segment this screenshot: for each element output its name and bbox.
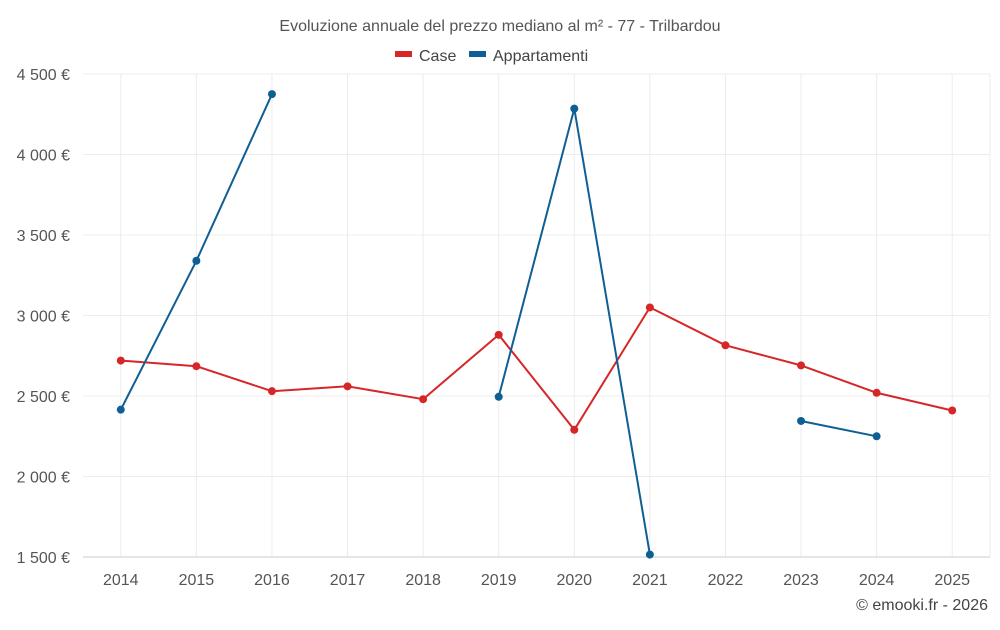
chart-legend: Case Appartamenti (395, 48, 588, 65)
data-point-case[interactable] (721, 341, 730, 350)
data-point-case[interactable] (343, 382, 352, 391)
data-point-case[interactable] (948, 406, 957, 415)
data-point-appartamenti[interactable] (192, 256, 201, 265)
series-layer (116, 90, 957, 559)
data-point-appartamenti[interactable] (570, 104, 579, 113)
x-tick-label: 2019 (481, 572, 517, 589)
y-tick-label: 2 500 € (17, 389, 70, 406)
data-point-case[interactable] (797, 361, 806, 370)
legend-label-appartamenti[interactable]: Appartamenti (493, 48, 588, 65)
data-point-case[interactable] (419, 395, 428, 404)
data-point-case[interactable] (872, 388, 881, 397)
y-tick-label: 4 500 € (17, 67, 70, 84)
x-tick-label: 2015 (179, 572, 215, 589)
y-tick-label: 3 000 € (17, 309, 70, 326)
y-tick-label: 3 500 € (17, 228, 70, 245)
legend-label-case[interactable]: Case (419, 48, 456, 65)
y-tick-label: 1 500 € (17, 550, 70, 567)
y-tick-label: 4 000 € (17, 148, 70, 165)
series-line-case (120, 306, 953, 431)
series-line-appartamenti (800, 420, 877, 438)
x-tick-label: 2025 (934, 572, 970, 589)
data-point-case[interactable] (116, 356, 125, 365)
x-tick-label: 2023 (783, 572, 819, 589)
data-point-case[interactable] (570, 425, 579, 434)
copyright-credit: © emooki.fr - 2026 (856, 597, 988, 614)
data-point-appartamenti[interactable] (645, 550, 654, 559)
legend-swatch-appartamenti (469, 51, 486, 57)
x-tick-label: 2016 (254, 572, 290, 589)
x-axis: 2014 2015 2016 2017 2018 2019 2020 2021 2022 2023… (83, 556, 990, 589)
x-tick-label: 2014 (103, 572, 139, 589)
data-point-case[interactable] (494, 330, 503, 339)
x-tick-label: 2020 (556, 572, 592, 589)
data-point-case[interactable] (267, 387, 276, 396)
data-point-appartamenti[interactable] (872, 432, 881, 441)
data-point-case[interactable] (645, 303, 654, 312)
y-axis: 1 500 € 2 000 € 2 500 € 3 000 € 3 500 € 4 000… (17, 67, 70, 567)
data-point-appartamenti[interactable] (494, 392, 503, 401)
y-tick-label: 2 000 € (17, 470, 70, 487)
x-tick-label: 2018 (405, 572, 441, 589)
x-tick-label: 2017 (330, 572, 366, 589)
data-point-appartamenti[interactable] (116, 405, 125, 414)
grid-lines (83, 73, 991, 557)
data-point-appartamenti[interactable] (267, 90, 276, 99)
chart-title: Evoluzione annuale del prezzo mediano al… (279, 18, 720, 35)
legend-swatch-case (395, 51, 412, 57)
data-point-case[interactable] (192, 362, 201, 371)
x-tick-label: 2022 (708, 572, 744, 589)
x-tick-label: 2021 (632, 572, 668, 589)
x-tick-label: 2024 (859, 572, 895, 589)
data-point-appartamenti[interactable] (797, 416, 806, 425)
